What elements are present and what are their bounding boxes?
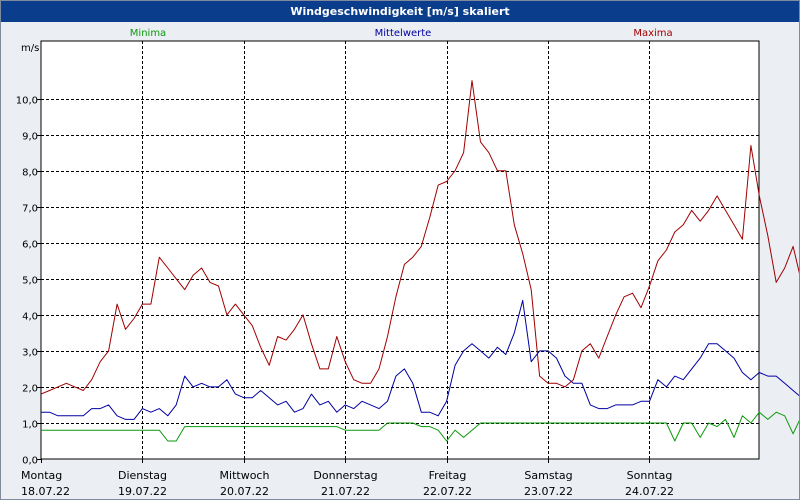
- y-tick-label: 2,0: [22, 384, 38, 395]
- y-tick-label: 6,0: [22, 240, 38, 251]
- window-title: Windgeschwindigkeit [m/s] skaliert: [1, 1, 799, 22]
- y-tick-label: 7,0: [22, 204, 38, 215]
- legend: Minima Mittelwerte Maxima: [130, 28, 673, 39]
- legend-item-mean: Mittelwerte: [375, 28, 432, 39]
- x-tick-date-label: 23.07.22: [524, 485, 573, 498]
- x-tick-date-label: 19.07.22: [118, 485, 167, 498]
- legend-item-min: Minima: [130, 28, 166, 39]
- x-tick-date-label: 20.07.22: [220, 485, 269, 498]
- series-line-min: [41, 411, 799, 442]
- y-tick-label: 8,0: [22, 168, 38, 179]
- x-tick-day-label: Sonntag: [627, 469, 673, 482]
- x-tick-date-label: 24.07.22: [625, 485, 674, 498]
- x-tick-day-label: Freitag: [429, 469, 467, 482]
- x-axis: Montag 18.07.22 Dienstag 19.07.22 Mittwoch 20…: [21, 459, 674, 498]
- y-axis: m/s 0,0 1,0 2,0 3,0 4,0 5,0 6,0 7,0 8,0 9,0 10,0: [16, 43, 41, 467]
- y-tick-label: 5,0: [22, 276, 38, 287]
- y-tick-label: 10,0: [16, 96, 38, 107]
- y-axis-unit-label: m/s: [21, 43, 39, 54]
- legend-item-max: Maxima: [633, 28, 672, 39]
- y-tick-label: 3,0: [22, 348, 38, 359]
- series-line-mean: [41, 299, 799, 420]
- x-tick-day-label: Montag: [21, 469, 62, 482]
- x-tick-day-label: Dienstag: [118, 469, 167, 482]
- y-tick-label: 1,0: [22, 420, 38, 431]
- y-tick-label: 0,0: [22, 456, 38, 467]
- x-tick-date-label: 18.07.22: [21, 485, 70, 498]
- x-tick-date-label: 22.07.22: [423, 485, 472, 498]
- y-tick-label: 9,0: [22, 132, 38, 143]
- series-lines: [40, 80, 799, 442]
- x-tick-day-label: Mittwoch: [220, 469, 270, 482]
- x-tick-date-label: 21.07.22: [321, 485, 370, 498]
- series-line-max: [40, 80, 799, 395]
- x-tick-day-label: Samstag: [524, 469, 572, 482]
- plot-area: [40, 40, 760, 460]
- x-tick-day-label: Donnerstag: [313, 469, 377, 482]
- y-tick-label: 4,0: [22, 312, 38, 323]
